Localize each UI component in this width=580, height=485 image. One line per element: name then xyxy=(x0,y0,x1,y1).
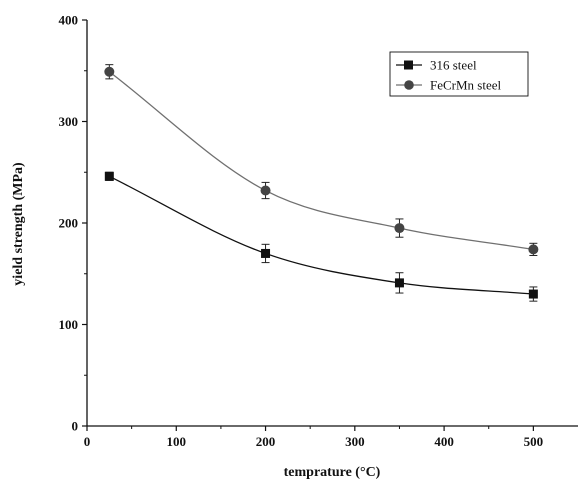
data-point-fecrmn-steel xyxy=(104,66,115,77)
legend-item-fecrmn-steel: FeCrMn steel xyxy=(396,78,502,93)
legend-item-316-steel: 316 steel xyxy=(396,58,477,73)
y-axis-title: yield strength (MPa) xyxy=(11,162,26,286)
y-tick-label: 100 xyxy=(59,317,79,332)
data-point-316-steel xyxy=(261,248,271,258)
data-point-fecrmn-steel xyxy=(394,223,405,234)
y-tick-label: 0 xyxy=(72,419,79,434)
fit-line-fecrmn-steel xyxy=(108,71,534,251)
x-ticks: 0 100 200 300 400 500 xyxy=(84,426,543,449)
x-tick-label: 200 xyxy=(256,434,276,449)
y-tick-label: 200 xyxy=(59,216,79,231)
data-point-316-steel xyxy=(528,289,538,299)
legend-marker-square xyxy=(404,60,413,70)
error-bars xyxy=(105,64,538,302)
legend-label-316-steel: 316 steel xyxy=(430,58,477,73)
legend-label-fecrmn-steel: FeCrMn steel xyxy=(430,78,502,93)
x-tick-label: 300 xyxy=(345,434,365,449)
x-tick-label: 400 xyxy=(434,434,454,449)
data-point-fecrmn-steel xyxy=(260,185,271,196)
fit-line-316-steel xyxy=(109,175,534,295)
data-point-fecrmn-steel xyxy=(528,244,539,255)
legend-box xyxy=(389,51,529,97)
legend: 316 steel FeCrMn steel xyxy=(389,51,529,97)
x-tick-label: 100 xyxy=(167,434,187,449)
fit-lines xyxy=(108,71,534,295)
x-axis-title: temprature (°C) xyxy=(284,465,381,480)
y-tick-label: 300 xyxy=(59,114,79,129)
y-tick-label: 400 xyxy=(59,13,79,28)
data-point-316-steel xyxy=(394,278,404,288)
data-markers xyxy=(104,66,539,299)
x-tick-label: 500 xyxy=(524,434,544,449)
data-point-316-steel xyxy=(104,171,114,181)
x-tick-label: 0 xyxy=(84,434,91,449)
y-ticks: 0 100 200 300 400 xyxy=(59,13,87,434)
legend-marker-circle xyxy=(404,80,414,90)
